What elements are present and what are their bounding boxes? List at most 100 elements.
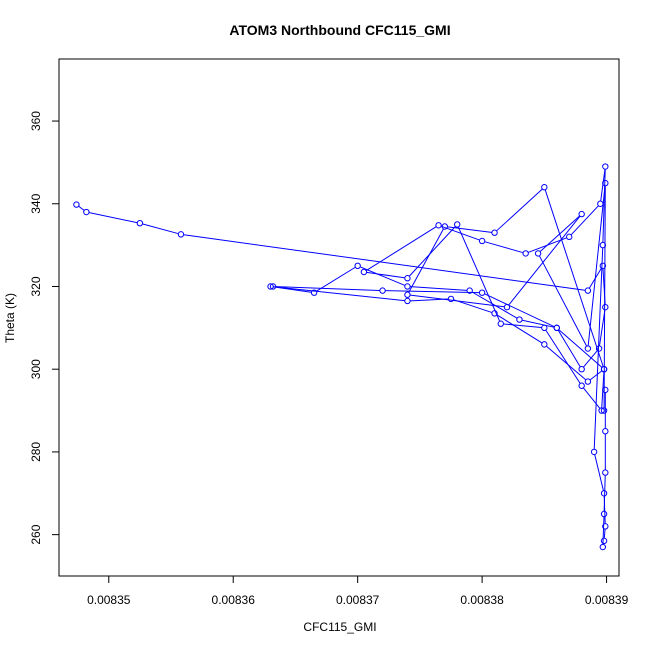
x-tick-label: 0.00835 xyxy=(87,593,131,607)
series-segment xyxy=(545,330,581,384)
data-point xyxy=(578,382,585,389)
series-segment xyxy=(602,516,605,545)
series-layer xyxy=(73,163,609,551)
series-segment xyxy=(472,291,518,319)
series-segment xyxy=(540,215,580,252)
data-point xyxy=(602,386,609,394)
y-tick-label: 340 xyxy=(29,193,43,213)
x-axis-label: CFC115_GMI xyxy=(303,620,376,634)
data-point xyxy=(83,208,90,216)
data-point xyxy=(578,366,585,373)
data-point xyxy=(541,341,548,348)
data-point xyxy=(602,163,609,170)
y-tick-label: 360 xyxy=(29,111,43,131)
series-segment xyxy=(603,475,606,511)
series-segment xyxy=(409,226,456,277)
x-axis: 0.00835 0.00836 0.00837 0.00838 0.00839 xyxy=(87,575,629,607)
series-segment xyxy=(599,310,606,346)
x-tick-label: 0.00837 xyxy=(336,593,380,607)
data-point xyxy=(597,200,604,207)
x-tick-label: 0.00838 xyxy=(460,593,504,607)
series-segment xyxy=(78,205,85,211)
data-point xyxy=(177,231,185,238)
series-segment xyxy=(503,323,542,329)
chart-title: ATOM3 Northbound CFC115_GMI xyxy=(229,22,450,38)
series-segment xyxy=(276,286,380,292)
data-point xyxy=(491,310,498,317)
data-point xyxy=(522,250,529,257)
series-segment xyxy=(508,216,581,306)
data-point xyxy=(379,287,386,294)
series-segment xyxy=(316,266,356,292)
series-segment xyxy=(522,319,554,328)
data-point xyxy=(404,291,411,298)
series-segment xyxy=(496,188,543,232)
data-point xyxy=(599,241,607,249)
data-point xyxy=(599,262,607,269)
data-point xyxy=(503,303,511,311)
x-tick-label: 0.00836 xyxy=(212,593,256,607)
y-tick-label: 320 xyxy=(29,276,43,296)
data-point xyxy=(267,283,274,290)
series-segment xyxy=(273,286,405,302)
data-point xyxy=(602,469,609,476)
y-tick-label: 300 xyxy=(29,359,43,379)
data-point xyxy=(600,537,608,545)
data-point xyxy=(354,262,361,269)
series-segment xyxy=(593,248,604,449)
data-point xyxy=(600,490,608,497)
data-point xyxy=(602,179,609,187)
series-segment xyxy=(558,329,603,368)
series-segment xyxy=(410,286,467,291)
series-segment xyxy=(583,387,601,409)
x-tick-label: 0.00839 xyxy=(585,593,629,607)
data-point xyxy=(602,523,609,530)
data-point xyxy=(595,345,603,352)
data-point xyxy=(136,219,144,227)
data-point xyxy=(600,407,608,414)
data-point xyxy=(466,287,473,294)
data-point xyxy=(584,345,592,352)
data-point xyxy=(553,324,560,332)
series-segment xyxy=(557,330,581,367)
data-point xyxy=(404,275,411,282)
series-segment xyxy=(603,529,606,538)
y-tick-label: 260 xyxy=(29,524,43,544)
data-point xyxy=(478,289,486,296)
data-point xyxy=(566,233,573,241)
data-point xyxy=(584,287,592,294)
series-segment xyxy=(366,271,405,279)
data-point xyxy=(602,428,609,435)
series-segment xyxy=(583,350,598,368)
series-segment xyxy=(441,225,480,241)
data-point xyxy=(534,250,542,257)
series-segment xyxy=(589,370,602,381)
data-point xyxy=(310,289,318,296)
series-segment xyxy=(385,290,480,294)
series-segment xyxy=(600,169,606,201)
data-point xyxy=(578,210,585,218)
data-point xyxy=(541,184,548,191)
data-point xyxy=(269,283,277,290)
data-point xyxy=(441,223,448,230)
series-segment xyxy=(453,299,492,313)
series-segment xyxy=(447,226,492,233)
series-segment xyxy=(603,186,606,408)
series-segment xyxy=(544,189,604,367)
data-point xyxy=(73,201,80,208)
data-point xyxy=(435,222,442,229)
data-point xyxy=(404,297,411,305)
series-segment xyxy=(408,228,444,293)
series-segment xyxy=(89,212,138,224)
data-point xyxy=(516,316,523,323)
data-point xyxy=(599,543,607,551)
data-point xyxy=(497,320,504,327)
data-point xyxy=(491,229,498,236)
series-segment xyxy=(183,234,585,291)
series-segment xyxy=(570,205,599,236)
data-point xyxy=(602,303,609,311)
series-segment xyxy=(484,241,523,254)
y-axis: 260 280 300 320 340 360 xyxy=(29,111,60,545)
y-tick-label: 280 xyxy=(29,442,43,462)
